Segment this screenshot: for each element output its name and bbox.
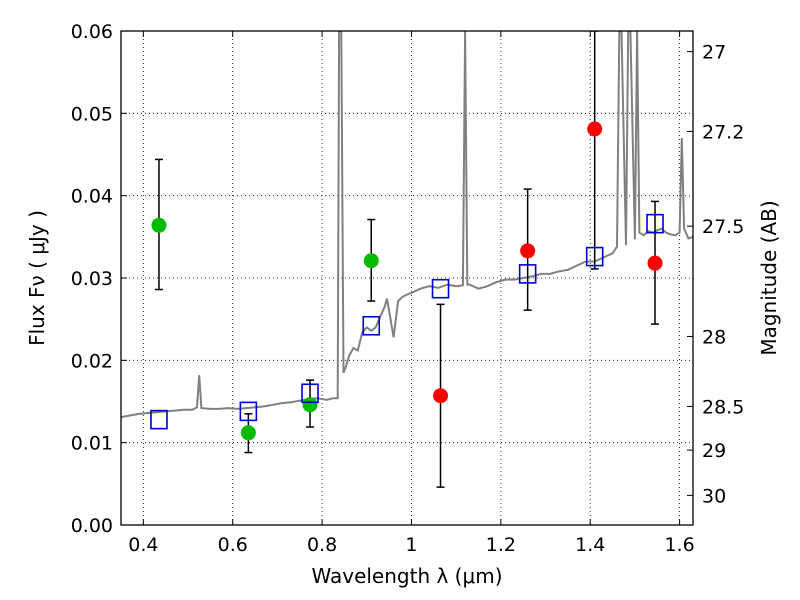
model-square-point	[646, 213, 664, 234]
plot-area	[121, 31, 693, 488]
y2-tick-label: 28.5	[702, 396, 744, 418]
y2-tick-label: 27	[702, 42, 726, 64]
y-tick-label: 0.00	[71, 515, 113, 537]
green-data-point	[302, 397, 318, 413]
y2-axis-label: Magnitude (AB)	[757, 200, 781, 355]
y2-tick-label: 28	[702, 326, 726, 348]
x-tick-label: 1.2	[486, 534, 516, 556]
y-tick-label: 0.02	[71, 350, 113, 372]
x-tick-label: 1.6	[664, 534, 694, 556]
y-tick-label: 0.01	[71, 433, 113, 455]
y2-tick-label: 29	[702, 440, 726, 462]
data-markers	[150, 121, 664, 441]
model-square-point	[518, 264, 537, 284]
y2-tick-label: 30	[702, 485, 726, 507]
x-axis-label: Wavelength λ (μm)	[311, 564, 502, 588]
green-data-point	[240, 425, 256, 441]
red-data-point	[647, 255, 663, 271]
x-tick-label: 0.8	[307, 534, 337, 556]
x-tick-label: 0.6	[218, 534, 248, 556]
x-tick-label: 1.4	[575, 534, 605, 556]
model-square-point	[585, 246, 604, 267]
red-data-point	[520, 243, 536, 259]
green-data-point	[363, 253, 379, 269]
x-tick-label: 0.4	[128, 534, 158, 556]
x-tick-label: 1	[405, 534, 417, 556]
y2-tick-label: 27.2	[702, 121, 744, 143]
y-tick-label: 0.06	[71, 21, 113, 43]
model-square-point	[431, 278, 450, 299]
y-axis-label: Flux Fν ( μJy )	[25, 210, 49, 346]
model-square-point	[301, 383, 319, 404]
model-square-point	[150, 409, 168, 430]
y-tick-label: 0.05	[71, 103, 113, 125]
spectrum-line	[121, 31, 693, 419]
green-data-point	[151, 217, 167, 233]
red-data-point	[587, 121, 603, 137]
y2-tick-label: 27.5	[702, 216, 744, 238]
y-tick-label: 0.03	[71, 268, 113, 290]
tick-labels: 0.4 0.6 0.8 1 1.2 1.4 1.6 0.00 0.01 0.02 0.03 0.04 0…	[71, 21, 745, 556]
red-data-point	[433, 388, 449, 404]
axis-ticks	[121, 30, 693, 526]
model-square-point	[362, 315, 381, 336]
plot-background	[121, 31, 693, 525]
model-square-point	[239, 401, 258, 422]
y-tick-label: 0.04	[71, 186, 113, 208]
